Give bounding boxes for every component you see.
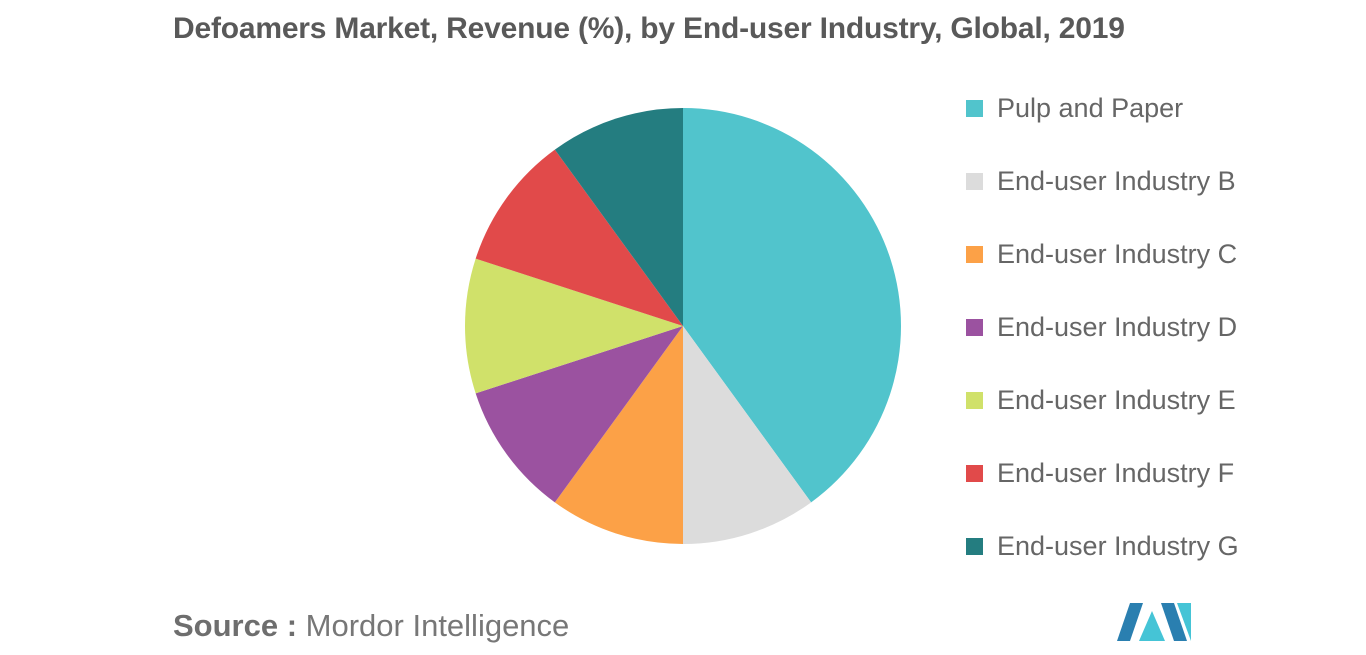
- pie-slice-5: [465, 258, 683, 394]
- legend-label: End-user Industry B: [997, 165, 1236, 196]
- legend-label: End-user Industry G: [997, 530, 1239, 561]
- legend-swatch: [966, 172, 983, 190]
- legend-item-6: End-user Industry F: [966, 453, 1239, 493]
- pie-slice-6: [475, 149, 683, 326]
- legend-label: Pulp and Paper: [997, 92, 1184, 123]
- chart-title: Defoamers Market, Revenue (%), by End-us…: [173, 12, 1125, 45]
- legend-swatch: [966, 245, 983, 263]
- pie-slice-7: [554, 108, 683, 326]
- legend-item-2: End-user Industry B: [966, 161, 1239, 201]
- legend-label: End-user Industry E: [997, 384, 1236, 415]
- pie-slice-2: [683, 326, 812, 544]
- pie-slice-1: [683, 108, 901, 503]
- legend-label: End-user Industry F: [997, 457, 1235, 488]
- source-footer: Source : Mordor Intelligence: [173, 608, 569, 644]
- legend-label: End-user Industry C: [997, 238, 1238, 269]
- legend-item-4: End-user Industry D: [966, 307, 1239, 347]
- legend-item-3: End-user Industry C: [966, 234, 1239, 274]
- legend: Pulp and Paper End-user Industry B End-use…: [966, 88, 1239, 599]
- legend-swatch: [966, 99, 983, 117]
- legend-label: End-user Industry D: [997, 311, 1238, 342]
- pie-slice-4: [475, 326, 683, 503]
- legend-item-7: End-user Industry G: [966, 526, 1239, 566]
- legend-swatch: [966, 464, 983, 482]
- legend-swatch: [966, 537, 983, 555]
- legend-swatch: [966, 318, 983, 336]
- pie-slice-3: [554, 326, 683, 544]
- source-label: Source :: [173, 608, 298, 643]
- source-value: Mordor Intelligence: [305, 608, 570, 643]
- legend-item-5: End-user Industry E: [966, 380, 1239, 420]
- mordor-intelligence-logo-icon: [1117, 603, 1191, 641]
- legend-swatch: [966, 391, 983, 409]
- legend-item-1: Pulp and Paper: [966, 88, 1239, 128]
